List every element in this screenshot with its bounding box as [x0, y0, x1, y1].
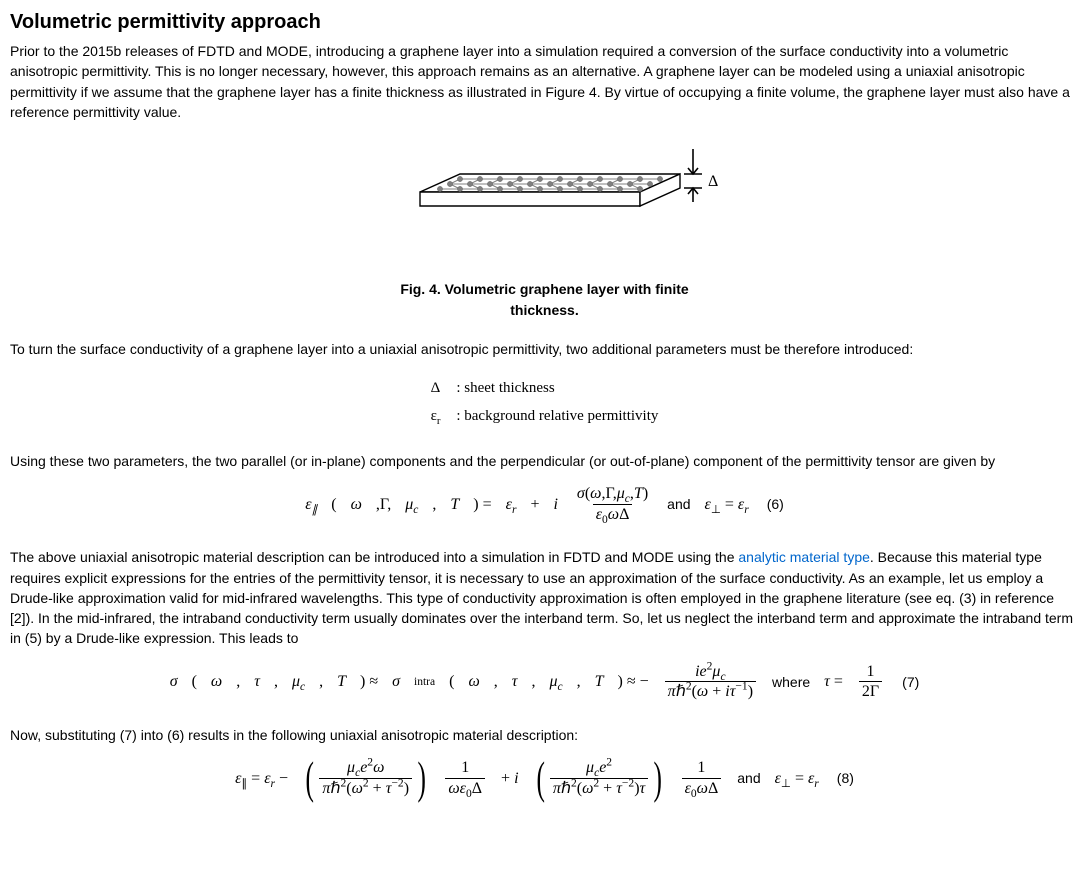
param-delta-desc: : sheet thickness [456, 380, 554, 396]
analytic-material-link[interactable]: analytic material type [738, 549, 870, 565]
section-heading: Volumetric permittivity approach [10, 8, 1079, 37]
delta-label: Δ [708, 173, 718, 190]
param-epsr-desc: : background relative permittivity [456, 408, 658, 424]
param-delta-symbol: Δ [431, 374, 453, 403]
parameter-definitions: Δ : sheet thickness εr : background rela… [10, 374, 1079, 431]
figure-caption: Fig. 4. Volumetric graphene layer with f… [10, 279, 1079, 321]
param-epsr-symbol: εr [431, 402, 453, 431]
paragraph-5: Now, substituting (7) into (6) results i… [10, 725, 1079, 745]
equation-7: σ(ω,τ,μc,T) ≈ σintra(ω,τ,μc,T) ≈ − ie2μc… [10, 663, 1079, 701]
figure-4: Δ Fig. 4. Volumetric graphene layer with… [10, 144, 1079, 321]
equation-6: ε∥(ω,Γ,μc,T) = εr + i σ(ω,Γ,μc,T) ε0ωΔ a… [10, 485, 1079, 523]
paragraph-2: To turn the surface conductivity of a gr… [10, 339, 1079, 359]
graphene-slab-diagram: Δ [360, 144, 730, 264]
paragraph-4: The above uniaxial anisotropic material … [10, 547, 1079, 648]
intro-paragraph: Prior to the 2015b releases of FDTD and … [10, 41, 1079, 122]
equation-8: ε∥ = εr − ( μce2ω πℏ2(ω2 + τ−2) ) 1 ωε0Δ… [10, 759, 1079, 797]
paragraph-3: Using these two parameters, the two para… [10, 451, 1079, 471]
